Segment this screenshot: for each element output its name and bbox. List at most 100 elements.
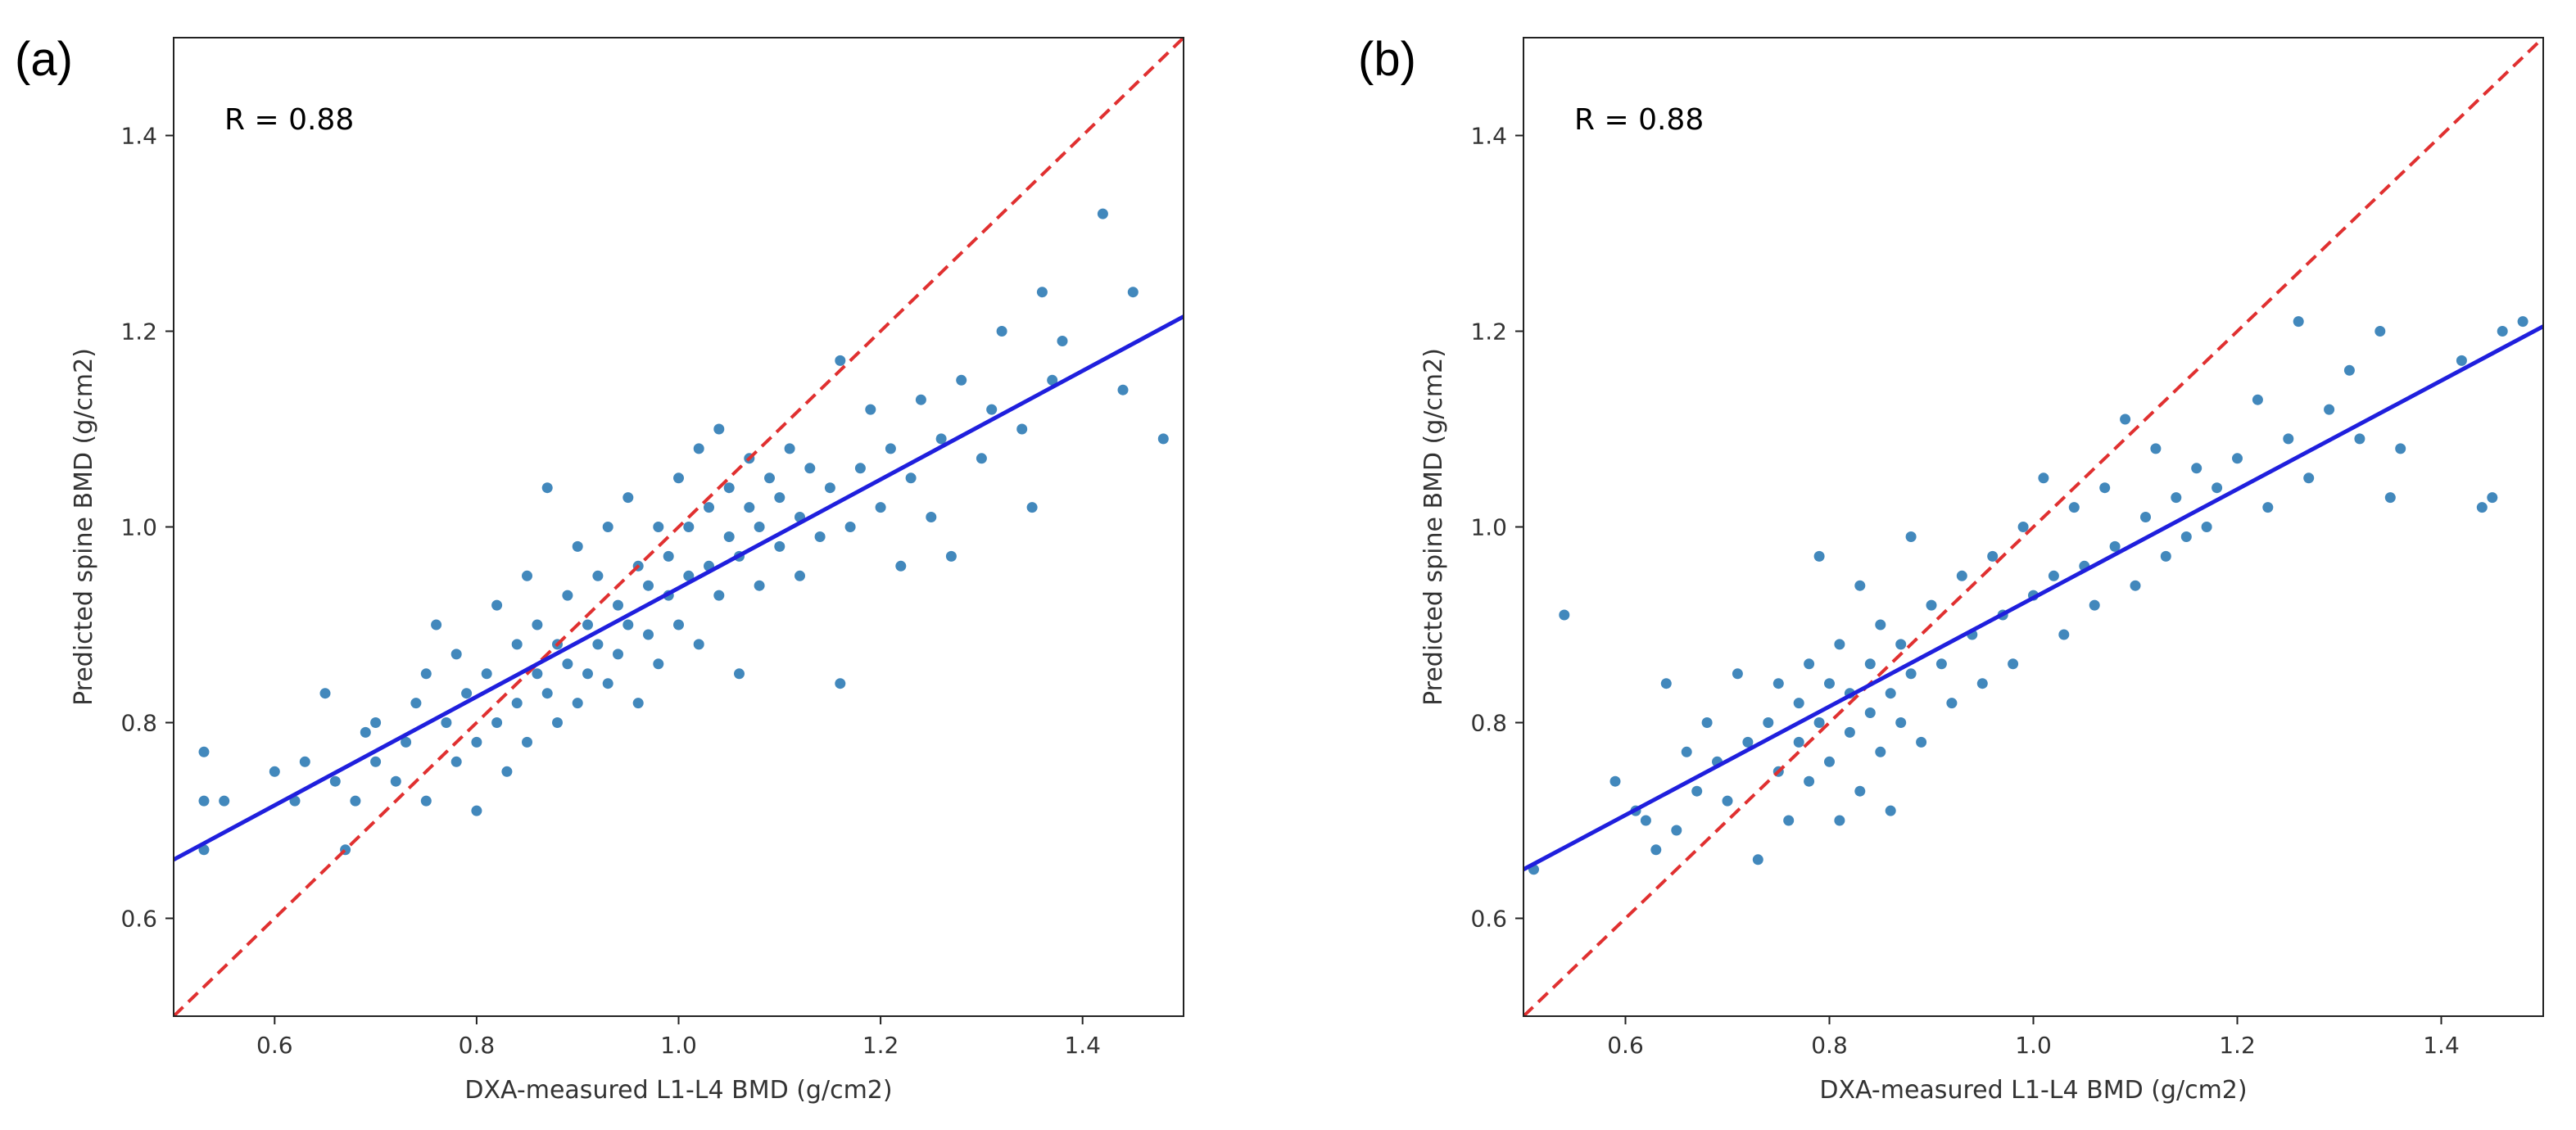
data-point — [632, 698, 644, 709]
data-point — [2089, 599, 2100, 611]
data-point — [390, 775, 401, 787]
data-point — [602, 522, 613, 532]
data-point — [905, 472, 917, 484]
data-point — [441, 717, 452, 728]
data-point — [299, 756, 310, 767]
y-tick-label: 0.6 — [120, 906, 157, 933]
data-point — [1824, 678, 1835, 689]
data-point — [986, 404, 998, 415]
data-point — [2099, 482, 2111, 494]
data-point — [723, 531, 735, 542]
data-point — [2517, 316, 2528, 328]
data-point — [622, 619, 634, 631]
data-point — [613, 649, 623, 660]
data-point — [2293, 316, 2304, 328]
data-point — [1864, 707, 1876, 718]
y-tick-label: 1.0 — [120, 514, 157, 541]
data-point — [1804, 658, 1815, 670]
data-point — [2180, 531, 2192, 542]
data-point — [1026, 502, 1038, 513]
data-point — [1854, 580, 1866, 591]
data-point — [2384, 492, 2396, 504]
data-point — [1916, 736, 1927, 748]
x-tick-label: 1.4 — [2423, 1032, 2460, 1059]
data-point — [350, 795, 361, 807]
data-point — [2283, 433, 2294, 445]
data-point — [2487, 492, 2498, 504]
data-point — [1854, 785, 1866, 797]
data-point — [1640, 815, 1651, 826]
data-point — [663, 550, 674, 562]
y-tick-label: 1.2 — [1470, 319, 1507, 346]
data-point — [198, 795, 210, 807]
identity-line — [174, 38, 1184, 1016]
y-tick-label: 1.4 — [120, 123, 157, 150]
data-point — [2017, 522, 2029, 532]
data-point — [450, 649, 462, 660]
data-point — [491, 599, 503, 611]
data-point — [764, 472, 775, 484]
data-point — [2058, 629, 2070, 640]
data-point — [1650, 844, 1662, 856]
panel-a: (a) 0.6 0.8 1.0 1.2 1.4 0.6 0.8 1.0 1.2 1.4 DXA-mea… — [15, 33, 1184, 1105]
data-point — [450, 756, 462, 767]
data-point — [1609, 775, 1621, 787]
data-point — [774, 492, 785, 504]
data-point — [1057, 336, 1068, 346]
data-point — [865, 404, 876, 415]
data-point — [2191, 463, 2203, 474]
data-point — [653, 658, 664, 670]
y-tick-label: 1.0 — [1470, 514, 1507, 541]
data-point — [1885, 688, 1896, 699]
data-point — [875, 502, 886, 513]
data-point — [683, 522, 695, 532]
data-point — [269, 766, 280, 777]
data-point — [198, 844, 210, 856]
data-point — [592, 570, 604, 581]
data-point — [1722, 795, 1733, 807]
r-annotation: R = 0.88 — [1574, 103, 1704, 137]
data-point — [854, 463, 866, 474]
x-tick-label: 1.0 — [2015, 1032, 2052, 1059]
y-tick-label: 1.2 — [120, 319, 157, 346]
data-point — [1844, 726, 1855, 738]
data-point — [2252, 394, 2263, 405]
data-point — [1895, 717, 1907, 728]
data-point — [996, 326, 1007, 337]
data-point — [1097, 208, 1108, 219]
data-point — [2375, 326, 2386, 337]
data-point — [2303, 472, 2315, 484]
data-point — [713, 423, 725, 435]
data-point — [319, 688, 331, 699]
data-point — [541, 482, 553, 494]
data-point — [1671, 825, 1682, 836]
data-point — [2262, 502, 2274, 513]
data-point — [370, 717, 382, 728]
data-point — [461, 688, 473, 699]
data-point — [2130, 580, 2141, 591]
data-point — [1804, 775, 1815, 787]
data-point — [2140, 512, 2151, 522]
data-point — [895, 560, 907, 572]
data-point — [1824, 756, 1835, 767]
data-point — [1834, 815, 1845, 826]
data-point — [582, 619, 593, 631]
data-point — [956, 374, 967, 386]
y-tick-label: 0.6 — [1470, 906, 1507, 933]
data-point — [1976, 678, 1988, 689]
panel-label: (a) — [15, 33, 73, 86]
y-tick-label: 0.8 — [120, 710, 157, 737]
data-point — [2048, 570, 2059, 581]
x-axis-label: DXA-measured L1-L4 BMD (g/cm2) — [464, 1076, 892, 1105]
data-point — [814, 531, 826, 542]
data-point — [1905, 531, 1917, 542]
data-point — [401, 736, 412, 748]
data-point — [835, 355, 846, 366]
data-point — [1926, 599, 1937, 611]
data-point — [552, 717, 563, 728]
y-axis-label: Predicted spine BMD (g/cm2) — [1419, 348, 1448, 706]
data-point — [2232, 453, 2243, 464]
data-point — [2008, 658, 2019, 670]
